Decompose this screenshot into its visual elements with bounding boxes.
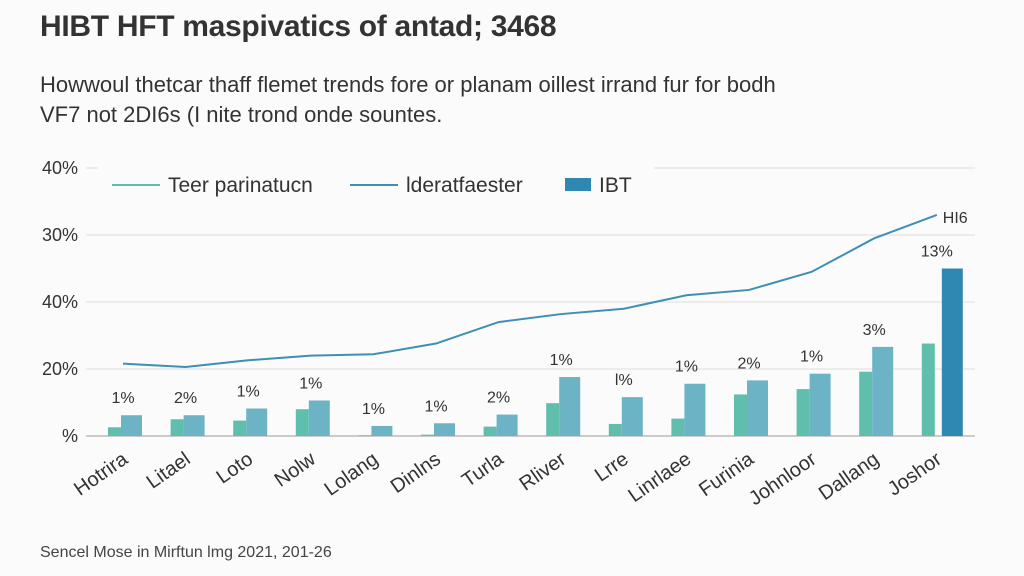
line-end-label: HI6: [943, 210, 968, 227]
category-label: Nolw: [271, 448, 320, 492]
bar-series-1: [796, 389, 810, 436]
bar-ibt: [941, 268, 963, 436]
data-label: 1%: [550, 352, 573, 369]
legend-swatch: [565, 178, 591, 191]
bar-series-2: [684, 383, 706, 436]
legend-label: lderatfaester: [406, 174, 523, 197]
data-label: 1%: [111, 390, 134, 407]
bar-series-2: [621, 397, 643, 436]
category-label: Dallang: [815, 448, 883, 505]
data-label: 2%: [737, 355, 760, 372]
category-label: Johnloor: [745, 448, 821, 510]
y-tick-label: 30%: [42, 225, 78, 245]
chart-subtitle: Howwoul thetcar thaff flemet trends fore…: [40, 72, 776, 127]
category-label: Lolang: [320, 448, 382, 500]
bar-series-2: [559, 377, 581, 436]
data-label: 1%: [362, 401, 385, 418]
bar-series-1: [108, 427, 121, 436]
bar-series-1: [233, 420, 247, 436]
bar-series-2: [872, 346, 894, 436]
data-label: 1%: [424, 398, 447, 415]
data-label: 1%: [237, 384, 260, 401]
y-tick-label: 20%: [42, 359, 78, 379]
bar-series-2: [308, 400, 330, 436]
category-label: Dinlns: [387, 448, 445, 498]
category-label: Lrre: [591, 448, 633, 486]
data-label: 1%: [299, 375, 322, 392]
data-label: 1%: [800, 349, 823, 366]
data-label: l%: [615, 372, 633, 389]
bar-series-1: [734, 394, 747, 436]
source-note: Sencel Mose in Mirftun lmg 2021, 201-26: [40, 544, 332, 561]
bar-series-2: [496, 414, 518, 436]
bar-series-2: [434, 423, 455, 436]
legend-label: Teer parinatucn: [168, 174, 313, 197]
data-label: 2%: [487, 390, 510, 407]
data-label: 1%: [675, 359, 698, 376]
bar-series-1: [483, 426, 497, 436]
line-series: [122, 213, 938, 368]
category-label: Hotrira: [70, 448, 132, 501]
data-label: 2%: [174, 390, 197, 407]
bar-series-1: [921, 343, 935, 436]
legend-label: IBT: [599, 174, 632, 197]
bar-series-1: [671, 418, 685, 436]
chart-title: HIBT HFT maspivatics of antad; 3468: [40, 10, 557, 43]
y-tick-label: 40%: [42, 292, 78, 312]
y-tick-label: %: [62, 426, 78, 446]
data-label: 13%: [921, 244, 953, 261]
bar-series-2: [371, 425, 393, 436]
category-label: Rliver: [516, 448, 571, 496]
category-label: Linrlaee: [624, 448, 695, 507]
category-label: Litael: [143, 448, 195, 493]
bar-series-1: [358, 435, 372, 436]
bar-series-2: [809, 373, 831, 436]
bar-series-1: [608, 423, 622, 436]
y-tick-label: 40%: [42, 158, 78, 178]
bar-series-1: [546, 403, 560, 436]
category-label: Loto: [213, 448, 258, 488]
category-label: Turla: [458, 448, 508, 492]
bar-series-1: [295, 409, 309, 436]
bar-series-1: [859, 371, 873, 436]
bar-series-2: [121, 415, 142, 436]
bar-series-1: [170, 419, 184, 436]
bar-series-1: [421, 434, 434, 436]
category-label: Joshor: [884, 448, 946, 501]
bar-series-2: [246, 408, 268, 436]
data-label: 3%: [863, 322, 886, 339]
bar-series-2: [183, 415, 205, 436]
bar-series-2: [747, 380, 768, 436]
